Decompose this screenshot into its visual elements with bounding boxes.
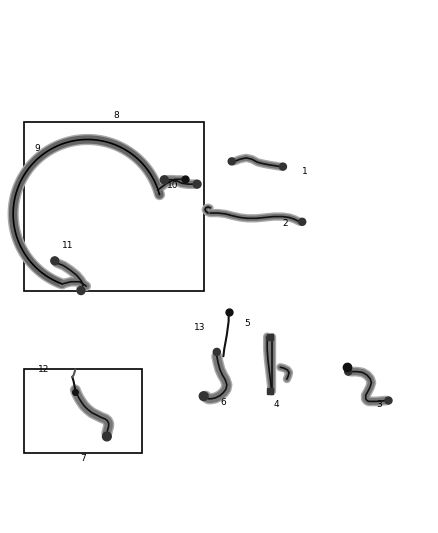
Text: 9: 9	[34, 144, 40, 153]
Circle shape	[385, 397, 392, 404]
Bar	[24, 369, 142, 453]
Text: 3: 3	[376, 400, 382, 409]
Text: 7: 7	[80, 454, 86, 463]
Text: 11: 11	[62, 241, 74, 250]
Circle shape	[77, 287, 85, 295]
Circle shape	[160, 176, 168, 184]
Bar	[24, 122, 204, 290]
Text: 1: 1	[301, 166, 307, 175]
Circle shape	[102, 432, 111, 441]
Text: 12: 12	[38, 365, 49, 374]
Text: 4: 4	[273, 400, 279, 409]
Text: 8: 8	[113, 111, 119, 120]
Text: 13: 13	[194, 324, 205, 332]
Text: 2: 2	[282, 219, 287, 228]
Circle shape	[345, 368, 352, 375]
Text: 6: 6	[220, 398, 226, 407]
Circle shape	[51, 257, 59, 265]
Circle shape	[193, 180, 201, 188]
Circle shape	[213, 349, 220, 356]
Text: 5: 5	[244, 319, 251, 328]
Circle shape	[299, 219, 306, 225]
Circle shape	[228, 158, 235, 165]
Circle shape	[279, 163, 286, 170]
Text: 10: 10	[167, 181, 179, 190]
Circle shape	[199, 392, 208, 400]
